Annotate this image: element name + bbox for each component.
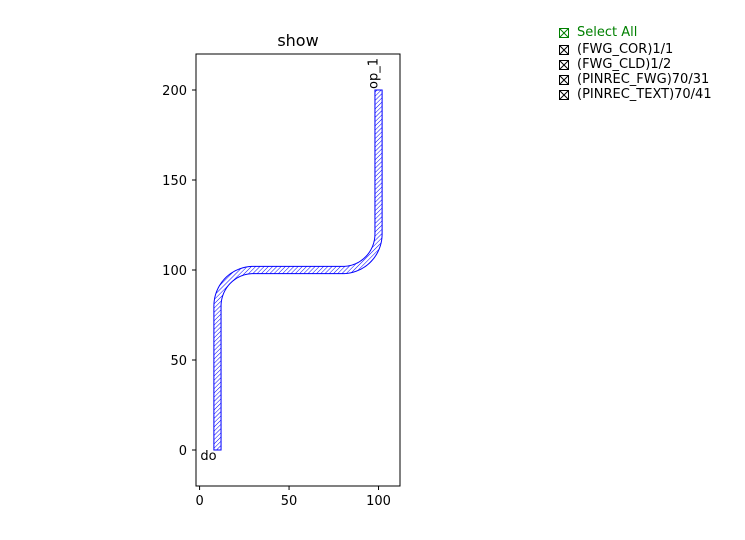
layer-label: (PINREC_FWG)70/31 [577,72,710,87]
x-tick-label: 50 [281,494,298,509]
x-axis: 0 50 100 [195,486,391,509]
layer-toggle[interactable]: (FWG_COR)1/1 [559,42,712,57]
layer-toggle[interactable]: (PINREC_FWG)70/31 [559,72,712,87]
y-axis: 0 50 100 150 200 [162,84,196,459]
y-tick-label: 150 [162,174,187,189]
layer-label: (PINREC_TEXT)70/41 [577,87,712,102]
layer-toggle[interactable]: (PINREC_TEXT)70/41 [559,87,712,102]
layer-label: (FWG_COR)1/1 [577,42,674,57]
checkbox-checked-icon[interactable] [559,44,569,55]
waveguide-shape [213,89,383,451]
checkbox-checked-icon[interactable] [559,89,569,100]
layer-legend: Select All (FWG_COR)1/1 (FWG_CLD)1/2 (PINR… [559,25,712,102]
layer-toggle[interactable]: (FWG_CLD)1/2 [559,57,712,72]
y-tick-label: 0 [179,444,187,459]
select-all-toggle[interactable]: Select All [559,25,712,40]
y-tick-label: 50 [170,354,187,369]
select-all-label: Select All [577,25,638,40]
checkbox-checked-icon[interactable] [559,74,569,85]
plot-title: show [277,31,318,50]
x-tick-label: 100 [366,494,391,509]
layer-label: (FWG_CLD)1/2 [577,57,672,72]
y-tick-label: 200 [162,84,187,99]
waveguide-geometry [213,89,383,451]
y-tick-label: 100 [162,264,187,279]
port-labels: do op_1 [200,58,381,464]
port-label-op_1: op_1 [367,58,382,89]
x-tick-label: 0 [195,494,203,509]
checkbox-checked-icon[interactable] [559,59,569,70]
checkbox-checked-icon[interactable] [559,27,569,38]
port-label-o1: do [200,449,216,464]
